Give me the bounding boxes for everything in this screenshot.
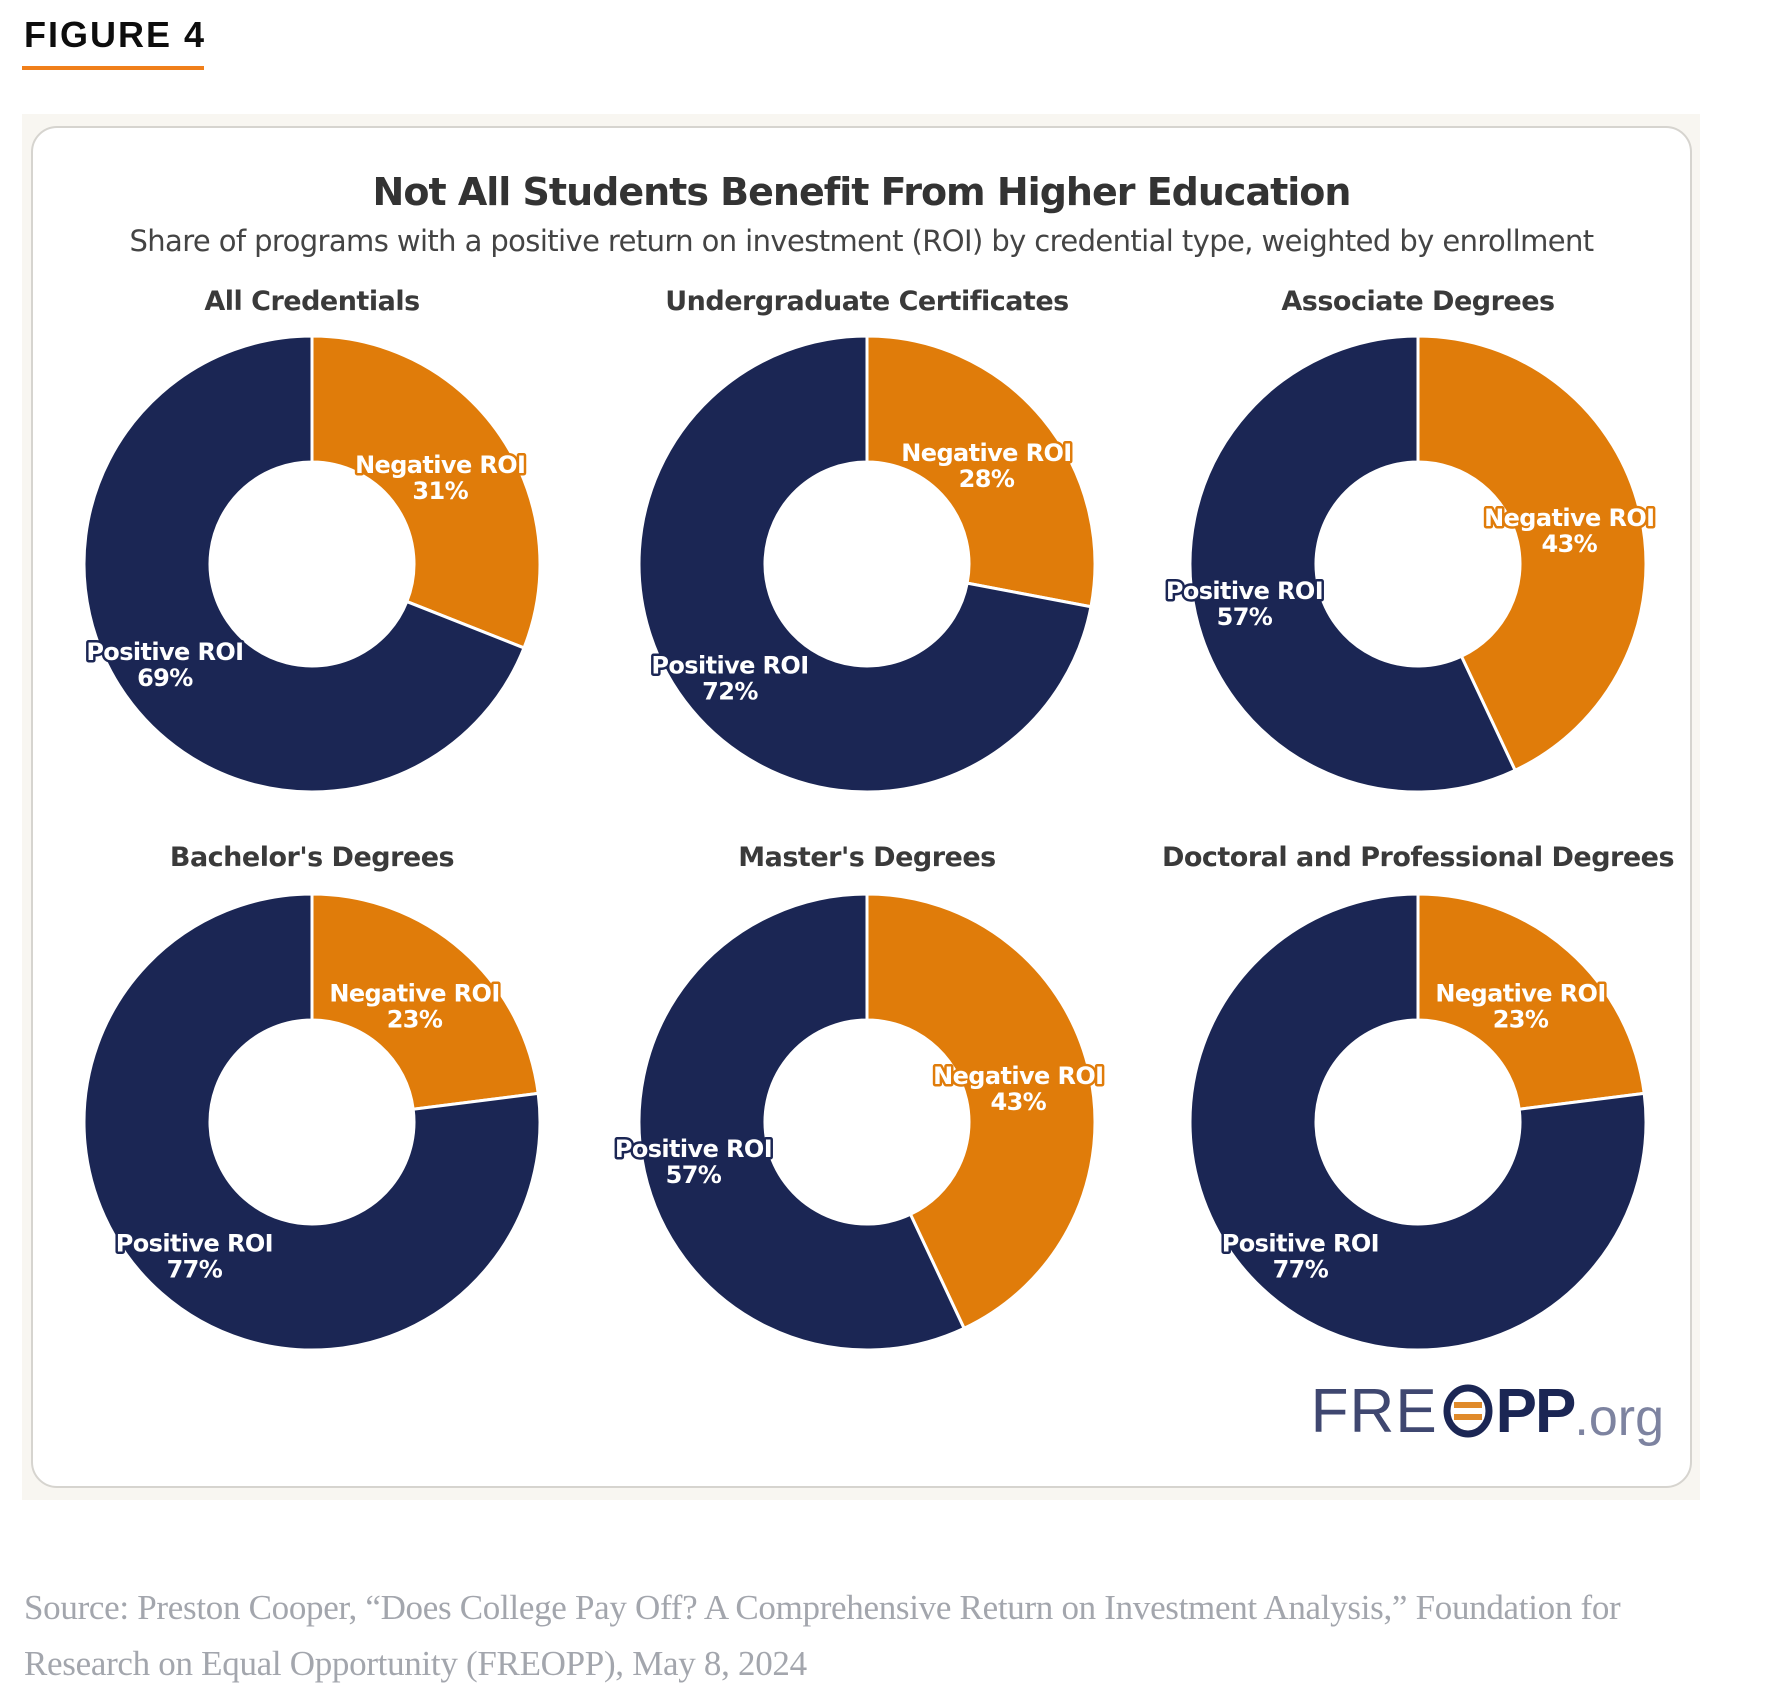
- slice-positive-roi: [82, 892, 542, 1352]
- label-negative-roi: Negative ROI: [355, 451, 525, 479]
- label-negative-roi: Negative ROI: [901, 439, 1071, 467]
- value-negative-roi: 23%: [1493, 1006, 1549, 1034]
- logo-bold: PP: [1495, 1376, 1577, 1446]
- logo-suffix: .org: [1574, 1389, 1664, 1447]
- chart-card: Not All Students Benefit From Higher Edu…: [31, 126, 1692, 1488]
- donut-title: Master's Degrees: [738, 842, 996, 873]
- slice-positive-roi: [82, 334, 526, 794]
- slice-positive-roi: [1188, 334, 1517, 794]
- label-negative-roi: Negative ROI: [933, 1062, 1103, 1090]
- logo-prefix: FRE: [1310, 1376, 1438, 1446]
- chart-subtitle: Share of programs with a positive return…: [129, 224, 1594, 258]
- value-positive-roi: 57%: [1217, 603, 1273, 631]
- label-positive-roi: Positive ROI: [1222, 1229, 1379, 1257]
- value-positive-roi: 69%: [137, 664, 193, 692]
- value-positive-roi: 77%: [167, 1255, 223, 1283]
- freopp-logo: FRE PP .org: [1310, 1376, 1664, 1448]
- slice-positive-roi: [1188, 892, 1648, 1352]
- donut-title: Associate Degrees: [1281, 286, 1554, 317]
- value-positive-roi: 57%: [666, 1161, 722, 1189]
- label-positive-roi: Positive ROI: [86, 638, 243, 666]
- value-negative-roi: 43%: [990, 1088, 1046, 1116]
- value-negative-roi: 23%: [387, 1006, 443, 1034]
- figure-label-underline: [22, 66, 204, 70]
- donut-title: Undergraduate Certificates: [665, 286, 1068, 317]
- donut-title: Bachelor's Degrees: [170, 842, 454, 873]
- label-positive-roi: Positive ROI: [116, 1229, 273, 1257]
- label-positive-roi: Positive ROI: [1166, 577, 1323, 605]
- slice-positive-roi: [637, 334, 1093, 794]
- chart-title: Not All Students Benefit From Higher Edu…: [372, 170, 1352, 214]
- slice-negative-roi: [310, 892, 540, 1111]
- label-positive-roi: Positive ROI: [651, 651, 808, 679]
- figure-panel: Not All Students Benefit From Higher Edu…: [22, 114, 1700, 1500]
- donut-panel: Undergraduate Certificates Negative ROI28…: [637, 286, 1097, 794]
- slice-negative-roi: [1416, 334, 1648, 772]
- label-negative-roi: Negative ROI: [1484, 504, 1654, 532]
- slice-negative-roi: [865, 892, 1097, 1330]
- logo-o-equal-icon: [1443, 1384, 1493, 1438]
- donut-title: Doctoral and Professional Degrees: [1162, 842, 1674, 873]
- value-negative-roi: 43%: [1541, 530, 1597, 558]
- value-negative-roi: 31%: [412, 477, 468, 505]
- slice-negative-roi: [1416, 892, 1646, 1111]
- value-negative-roi: 28%: [959, 465, 1015, 493]
- slice-negative-roi: [865, 334, 1097, 609]
- source-citation: Source: Preston Cooper, “Does College Pa…: [24, 1588, 1621, 1683]
- slice-negative-roi: [310, 334, 542, 650]
- value-positive-roi: 72%: [702, 677, 758, 705]
- label-positive-roi: Positive ROI: [615, 1135, 772, 1163]
- value-positive-roi: 77%: [1273, 1255, 1329, 1283]
- donut-title: All Credentials: [204, 286, 419, 317]
- donut-panel: Doctoral and Professional Degrees Negativ…: [1162, 842, 1675, 1352]
- label-negative-roi: Negative ROI: [329, 980, 499, 1008]
- label-negative-roi: Negative ROI: [1435, 980, 1605, 1008]
- figure-label: FIGURE 4: [24, 14, 207, 55]
- slice-positive-roi: [637, 892, 966, 1352]
